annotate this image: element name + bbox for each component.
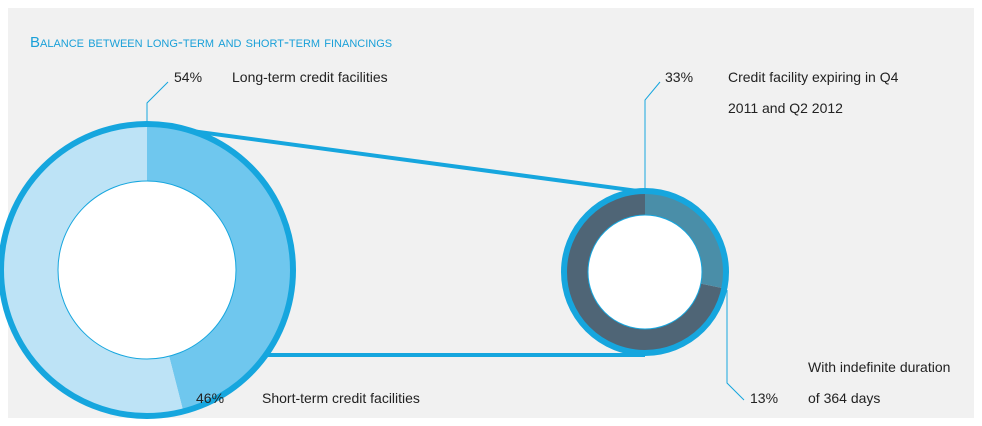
- ring-border: [561, 188, 729, 356]
- donut-hole: [57, 180, 237, 360]
- value-label: 54%: [174, 69, 203, 85]
- leader-line: [146, 81, 169, 125]
- slices: [0, 121, 729, 419]
- value-label: 13%: [750, 390, 779, 406]
- chart-title: Balance between long-term and short-term…: [30, 34, 393, 51]
- pie-slice: [147, 124, 294, 412]
- category-label: Credit facility expiring in Q4 2011 and …: [728, 69, 899, 116]
- connector: [146, 123, 646, 194]
- donut-hole: [587, 214, 703, 330]
- value-label: 46%: [196, 390, 225, 406]
- pie-slice: [564, 191, 725, 353]
- category-label: Short-term credit facilities: [262, 390, 420, 406]
- ring-border: [0, 121, 296, 419]
- pie-slice: [645, 191, 726, 289]
- pie-slice: [1, 124, 184, 416]
- leader-line: [644, 81, 661, 192]
- category-label: Long-term credit facilities: [232, 69, 388, 85]
- category-label: With indefinite duration of 364 days: [808, 359, 951, 406]
- leader-line: [726, 290, 745, 401]
- value-label: 33%: [665, 69, 694, 85]
